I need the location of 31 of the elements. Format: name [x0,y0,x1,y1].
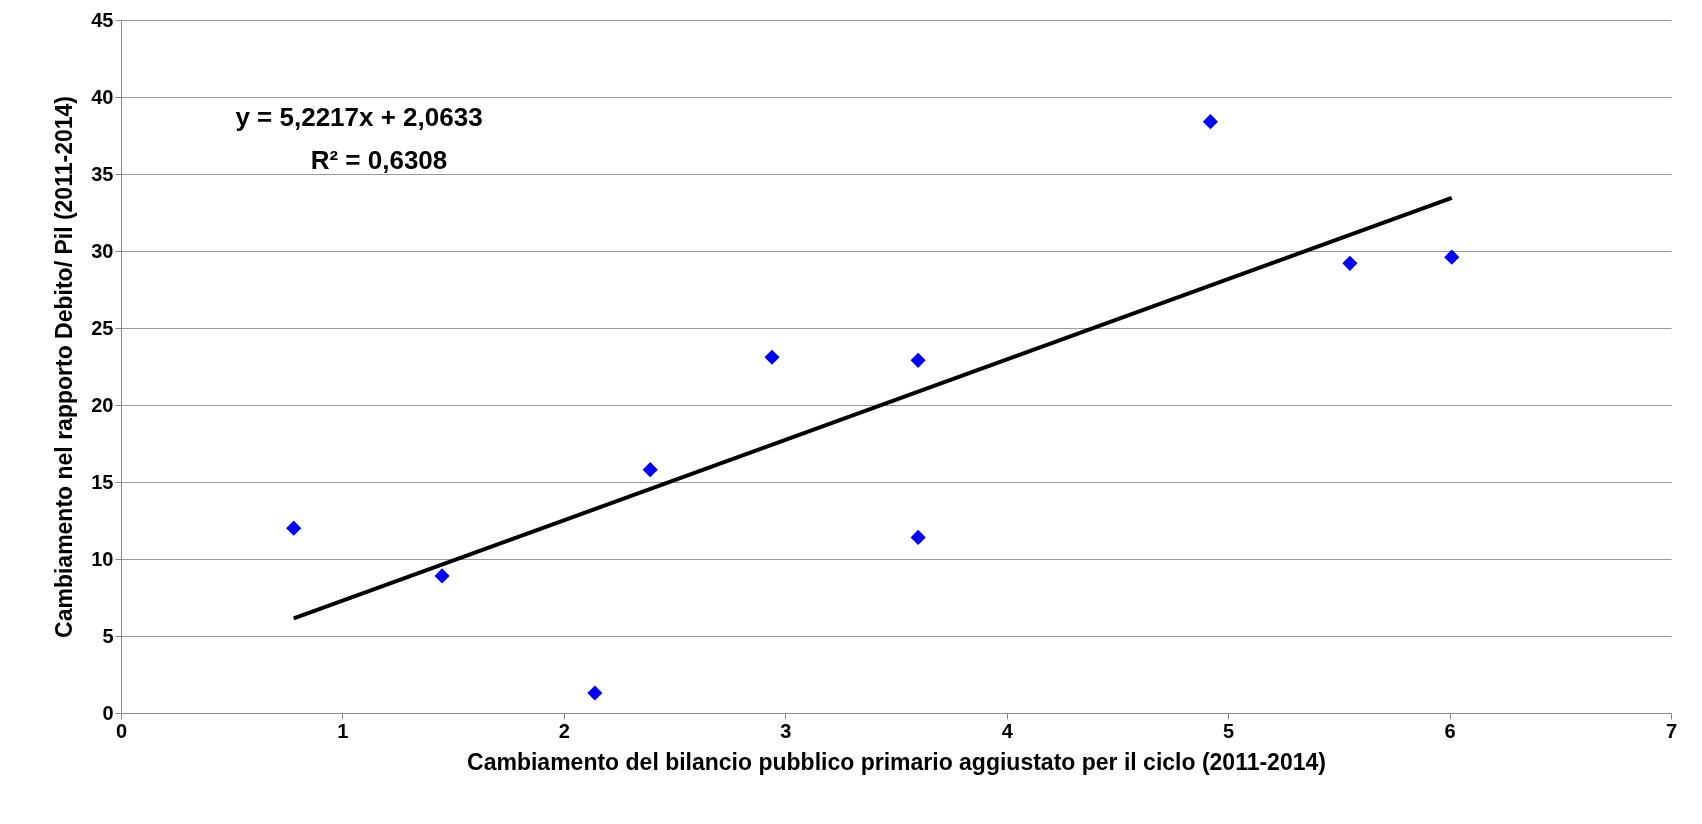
point [1444,249,1460,265]
x-tick-label: 7 [1665,719,1678,742]
y-tick-label: 30 [91,239,114,262]
x-axis-title: Cambiamento del bilancio pubblico primario aggiustato per il ciclo (2011-2014) [467,748,1326,775]
y-tick-label: 5 [102,624,114,647]
point [434,568,450,584]
y-tick-label: 20 [91,393,114,416]
x-tick-label: 2 [558,719,570,742]
y-tick-label: 40 [91,85,114,108]
y-tick-label: 35 [91,162,114,185]
y-tick-label: 25 [91,316,114,339]
x-tick-label: 4 [1001,719,1014,742]
point [642,462,658,478]
x-tick-label: 3 [780,719,792,742]
y-axis-title: Cambiamento nel rapporto Debito/ Pil (2011-2014) [51,96,78,638]
point [1202,114,1219,130]
annotation: R² = 0,6308 [310,145,448,175]
y-tick-label: 0 [102,701,114,724]
point [587,685,603,701]
point [286,520,302,536]
y-tick-label: 10 [91,547,114,570]
point [910,352,926,368]
x-tick-label: 1 [337,719,349,742]
x-tick-label: 5 [1223,719,1235,742]
x-tick-label: 6 [1444,719,1456,742]
point [1342,255,1358,271]
y-tick-label: 45 [91,8,114,31]
point [764,349,780,365]
point [910,529,926,546]
y-tick-label: 15 [91,470,114,493]
annotation: y = 5,2217x + 2,0633 [235,102,483,132]
